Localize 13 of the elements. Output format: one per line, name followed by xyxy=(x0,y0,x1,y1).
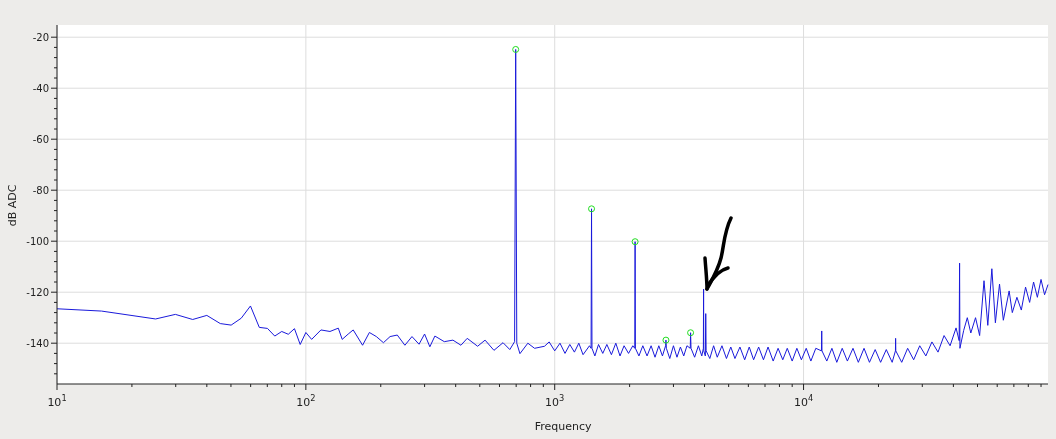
x-tick-label: 10$^{3}$ xyxy=(545,393,565,409)
x-axis-title: Frequency xyxy=(534,420,593,433)
x-tick-label: 10$^{1}$ xyxy=(47,393,67,409)
y-axis-title: dB ADC xyxy=(6,184,19,227)
x-tick-label: 10$^{2}$ xyxy=(296,393,316,409)
y-tick-label: -120 xyxy=(26,286,49,298)
y-tick-label: -140 xyxy=(26,337,49,349)
y-tick-label: -20 xyxy=(32,31,49,43)
y-tick-label: -100 xyxy=(26,235,49,247)
x-tick-label: 10$^{4}$ xyxy=(793,393,814,409)
y-tick-label: -40 xyxy=(32,82,49,94)
y-tick-label: -60 xyxy=(32,133,49,145)
y-tick-label: -80 xyxy=(32,184,49,196)
